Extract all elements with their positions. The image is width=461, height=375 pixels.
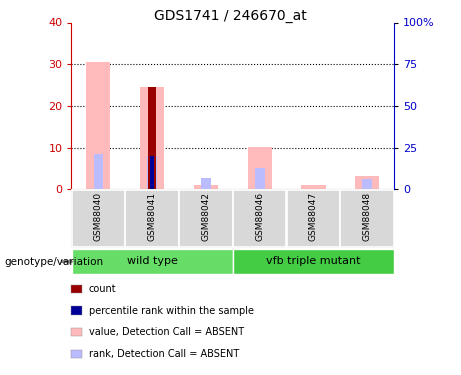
Bar — [148, 87, 156, 189]
Text: GSM88048: GSM88048 — [363, 192, 372, 242]
Bar — [150, 156, 154, 189]
Bar — [179, 190, 233, 247]
Bar — [355, 176, 379, 189]
Text: GSM88042: GSM88042 — [201, 192, 210, 241]
Bar — [94, 154, 103, 189]
Bar — [287, 190, 340, 247]
Text: GSM88046: GSM88046 — [255, 192, 264, 242]
Bar — [148, 156, 157, 189]
Text: genotype/variation: genotype/variation — [5, 256, 104, 267]
Bar — [248, 147, 272, 189]
Bar — [301, 185, 325, 189]
Bar — [71, 249, 233, 274]
Bar — [201, 178, 211, 189]
Bar — [194, 185, 218, 189]
Text: wild type: wild type — [127, 256, 177, 266]
Text: GSM88041: GSM88041 — [148, 192, 157, 242]
Bar — [255, 168, 265, 189]
Bar — [71, 190, 125, 247]
Text: count: count — [89, 284, 116, 294]
Bar — [140, 87, 164, 189]
Text: GDS1741 / 246670_at: GDS1741 / 246670_at — [154, 9, 307, 23]
Text: vfb triple mutant: vfb triple mutant — [266, 256, 361, 266]
Bar — [340, 190, 394, 247]
Bar — [125, 190, 179, 247]
Text: GSM88040: GSM88040 — [94, 192, 103, 242]
Text: rank, Detection Call = ABSENT: rank, Detection Call = ABSENT — [89, 349, 239, 359]
Text: GSM88047: GSM88047 — [309, 192, 318, 242]
Bar — [362, 179, 372, 189]
Text: percentile rank within the sample: percentile rank within the sample — [89, 306, 254, 315]
Bar — [233, 249, 394, 274]
Bar — [86, 62, 111, 189]
Text: value, Detection Call = ABSENT: value, Detection Call = ABSENT — [89, 327, 243, 337]
Bar — [233, 190, 286, 247]
